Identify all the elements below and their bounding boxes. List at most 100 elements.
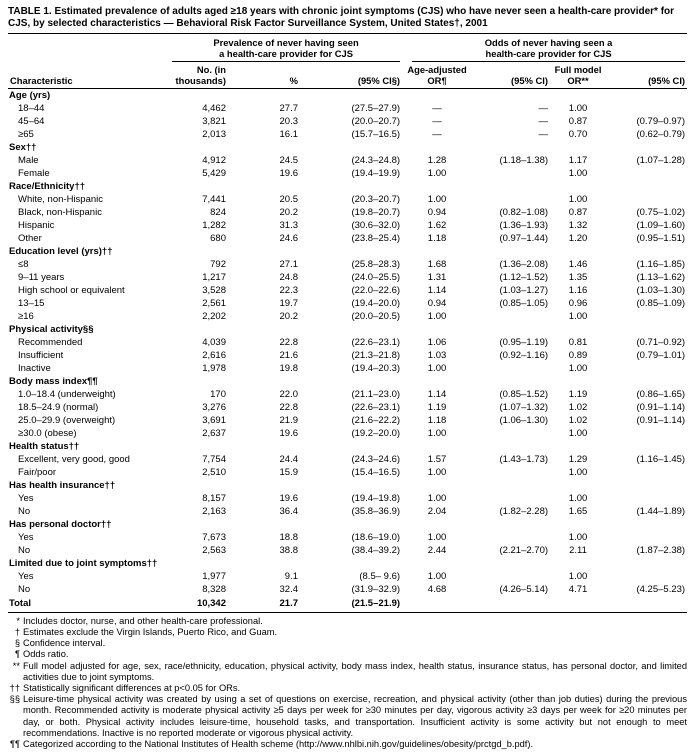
cell-ci: (15.7–16.5) — [351, 128, 401, 140]
cell-pct: 22.8 — [279, 336, 299, 348]
table-header: Prevalence of never having seen a health… — [8, 36, 688, 89]
cell-ci: (19.4–19.8) — [351, 492, 401, 504]
cell-ci_full — [606, 531, 687, 544]
cell-or_full: 1.00 — [568, 492, 588, 504]
cell-pct: 22.0 — [279, 388, 299, 400]
cell-no: 792 — [210, 258, 226, 270]
cell-no: 7,754 — [202, 453, 226, 465]
cell-ci: (21.1–23.0) — [351, 388, 401, 400]
section-label: Has health insurance†† — [9, 479, 116, 491]
footnote-text: Statistically significant differences at… — [23, 682, 241, 693]
cell-or_age: 1.19 — [427, 401, 447, 413]
cell-or_full: 1.00 — [568, 102, 588, 114]
table-row: 18–44 4,462 27.7 (27.5–27.9) — — 1.00 — [8, 102, 687, 115]
cell-ci_age: (1.07–1.32) — [499, 401, 549, 413]
cell-or_full: 0.96 — [568, 297, 588, 309]
cell-or_age: 1.00 — [427, 193, 447, 205]
cell-or_age: 1.06 — [427, 336, 447, 348]
cell-no: 1,978 — [202, 362, 226, 374]
section-row: Sex†† — [8, 141, 687, 154]
row-label: 25.0–29.9 (overweight) — [18, 414, 116, 426]
table-row: ≥65 2,013 16.1 (15.7–16.5) — — 0.70 (0.62–0.79) — [8, 128, 687, 141]
cell-or_full: 0.87 — [568, 115, 588, 127]
cell-ci: (24.3–24.6) — [351, 453, 401, 465]
row-label: Other — [18, 232, 42, 244]
cell-or_age: 1.00 — [427, 167, 447, 179]
table-row: Other 680 24.6 (23.8–25.4) 1.18 (0.97–1.44) 1.… — [8, 232, 687, 245]
cell-or_full: 1.02 — [568, 414, 588, 426]
cell-or_age: 4.68 — [427, 583, 447, 595]
cell-ci_age — [472, 466, 550, 479]
cell-ci_age — [472, 595, 551, 613]
section-label: Age (yrs) — [9, 89, 51, 101]
section-label: Physical activity§§ — [9, 323, 94, 335]
cell-no: 2,510 — [202, 466, 226, 478]
cell-ci_age: (0.82–1.08) — [499, 206, 549, 218]
cell-or_full: 4.71 — [568, 583, 588, 595]
cell-ci: (35.8–36.9) — [351, 505, 401, 517]
col-header-ci-prevalence: (95% CI§) — [300, 62, 403, 89]
cell-ci_full: (0.95–1.51) — [636, 232, 686, 244]
cell-pct: 27.1 — [279, 258, 299, 270]
cell-or_full: 1.00 — [568, 310, 588, 322]
cell-or_age: 1.00 — [427, 362, 447, 374]
cell-ci_age: (1.18–1.38) — [499, 154, 549, 166]
table-row: Male 4,912 24.5 (24.3–24.8) 1.28 (1.18–1.38) 1… — [8, 154, 687, 167]
footnote-marker: ¶¶ — [10, 738, 20, 749]
table-row: Excellent, very good, good 7,754 24.4 (24.3… — [8, 453, 687, 466]
cell-pct: 9.1 — [284, 570, 298, 582]
cell-pct: 21.6 — [279, 349, 299, 361]
table-row: Fair/poor 2,510 15.9 (15.4–16.5) 1.00 1.00 — [8, 466, 687, 479]
cell-ci_age: (1.36–2.08) — [499, 258, 549, 270]
cell-ci: (18.6–19.0) — [351, 531, 401, 543]
cell-ci_age: (0.92–1.16) — [499, 349, 549, 361]
cell-pct: 16.1 — [279, 128, 299, 140]
cell-or_age: 1.31 — [427, 271, 447, 283]
cell-ci: (21.5–21.9) — [300, 595, 403, 613]
footnote: †† Statistically significant differences … — [8, 683, 687, 694]
col-header-percent: % — [228, 62, 300, 89]
section-label: Has personal doctor†† — [9, 518, 112, 530]
cell-ci: (24.3–24.8) — [351, 154, 401, 166]
cell-ci: (22.0–22.6) — [351, 284, 401, 296]
col-header-age-adjusted-or: Age-adjusted OR¶ — [402, 62, 473, 89]
cell-pct: 19.7 — [279, 297, 299, 309]
row-label: 13–15 — [18, 297, 45, 309]
cell-pct: 31.3 — [279, 219, 299, 231]
cell-no: 8,157 — [202, 492, 226, 504]
cell-ci: (23.8–25.4) — [351, 232, 401, 244]
cell-ci_full — [606, 595, 688, 613]
cell-ci_age: (0.85–1.52) — [499, 388, 549, 400]
table-row: Insufficient 2,616 21.6 (21.3–21.8) 1.03 (0.9… — [8, 349, 687, 362]
cell-no: 3,821 — [202, 115, 226, 127]
cell-ci_full — [606, 362, 687, 375]
cell-no: 1,282 — [202, 219, 226, 231]
table-row: Yes 7,673 18.8 (18.6–19.0) 1.00 1.00 — [8, 531, 687, 544]
footnote-text: Confidence interval. — [23, 638, 106, 649]
cell-or_full: 1.00 — [568, 570, 588, 582]
row-label: No — [18, 544, 31, 556]
cell-ci: (20.0–20.5) — [351, 310, 401, 322]
cell-or_age: 0.94 — [427, 297, 447, 309]
cell-pct: 19.6 — [279, 492, 299, 504]
footnote-text: Estimates exclude the Virgin Islands, Pu… — [23, 626, 278, 637]
cell-ci_age — [472, 193, 550, 206]
cell-ci_age: (1.06–1.30) — [499, 414, 549, 426]
row-label: 1.0–18.4 (underweight) — [18, 388, 116, 400]
cell-ci: (22.6–23.1) — [351, 336, 401, 348]
cell-or_age: 1.00 — [427, 531, 447, 543]
footnote: §§ Leisure-time physical activity was cre… — [8, 694, 687, 739]
cell-or_full: 0.81 — [568, 336, 588, 348]
cell-ci_full — [606, 466, 687, 479]
cell-ci_full: (4.25–5.23) — [636, 583, 686, 595]
cell-no: 2,202 — [202, 310, 226, 322]
cell-pct: 36.4 — [279, 505, 299, 517]
cell-or_full: 1.00 — [568, 167, 588, 179]
cell-or_age: 1.14 — [427, 284, 447, 296]
cell-ci_age: (1.82–2.28) — [499, 505, 549, 517]
cell-ci_age — [472, 570, 550, 583]
section-label: Limited due to joint symptoms†† — [9, 557, 158, 569]
row-label: Total — [8, 595, 168, 613]
cell-ci: (19.2–20.0) — [351, 427, 401, 439]
cell-ci: (19.4–20.3) — [351, 362, 401, 374]
